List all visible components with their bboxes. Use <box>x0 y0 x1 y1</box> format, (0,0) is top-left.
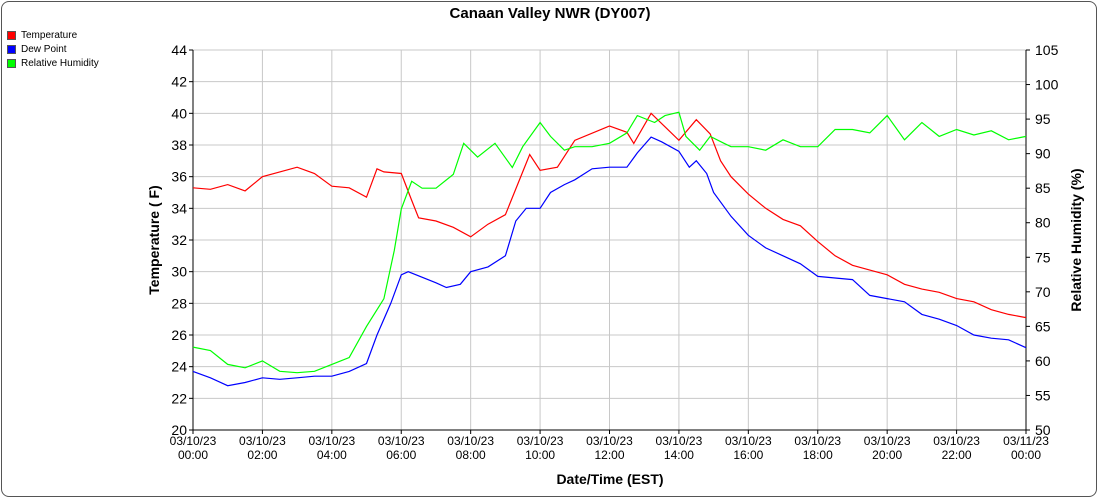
y-tick-label: 34 <box>171 200 187 216</box>
x-tick-date: 03/10/23 <box>170 434 217 448</box>
y-tick-label: 38 <box>171 137 187 153</box>
y2-tick-label: 60 <box>1035 353 1051 369</box>
y-tick-label: 26 <box>171 327 187 343</box>
y-tick-label: 32 <box>171 232 187 248</box>
x-tick-date: 03/10/23 <box>239 434 286 448</box>
chart-title: Canaan Valley NWR (DY007) <box>449 5 651 22</box>
x-tick-time: 18:00 <box>803 448 833 462</box>
legend-swatch <box>7 44 16 54</box>
x-tick-date: 03/10/23 <box>725 434 772 448</box>
x-tick-time: 06:00 <box>386 448 416 462</box>
x-axis-label: Date/Time (EST) <box>556 471 663 487</box>
x-tick-date: 03/10/23 <box>864 434 911 448</box>
x-tick-time: 00:00 <box>178 448 208 462</box>
x-tick-date: 03/10/23 <box>308 434 355 448</box>
y2-tick-label: 55 <box>1035 387 1051 403</box>
legend-item-dew-point[interactable]: Dew Point <box>7 42 99 56</box>
x-tick-date: 03/10/23 <box>586 434 633 448</box>
y2-tick-label: 95 <box>1035 111 1051 127</box>
x-tick-date: 03/11/23 <box>1003 434 1049 448</box>
y2-tick-label: 65 <box>1035 318 1051 334</box>
y2-tick-label: 70 <box>1035 284 1051 300</box>
y-tick-label: 40 <box>171 105 187 121</box>
y2-tick-label: 105 <box>1035 42 1059 58</box>
y2-tick-label: 100 <box>1035 77 1059 93</box>
y2-tick-label: 85 <box>1035 180 1051 196</box>
x-tick-time: 12:00 <box>594 448 624 462</box>
series-line-temperature <box>192 112 1027 319</box>
x-tick-time: 14:00 <box>664 448 694 462</box>
x-tick-time: 08:00 <box>456 448 486 462</box>
y2-tick-label: 90 <box>1035 146 1051 162</box>
y2-tick-label: 80 <box>1035 215 1051 231</box>
x-tick-date: 03/10/23 <box>517 434 564 448</box>
legend: Temperature Dew Point Relative Humidity <box>7 28 99 70</box>
y-tick-label: 20 <box>171 422 187 438</box>
legend-item-relative-humidity[interactable]: Relative Humidity <box>7 56 99 70</box>
y-tick-label: 22 <box>171 390 187 406</box>
x-tick-time: 04:00 <box>317 448 347 462</box>
x-tick-date: 03/10/23 <box>447 434 494 448</box>
y2-tick-label: 75 <box>1035 249 1051 265</box>
legend-swatch <box>7 30 16 40</box>
x-tick-time: 02:00 <box>247 448 277 462</box>
y-tick-label: 36 <box>171 169 187 185</box>
y-axis-label: Temperature ( F) <box>146 185 162 294</box>
x-tick-date: 03/10/23 <box>378 434 425 448</box>
x-tick-date: 03/10/23 <box>656 434 703 448</box>
legend-label: Dew Point <box>21 43 67 55</box>
y2-axis-label: Relative Humidity (%) <box>1068 168 1084 311</box>
x-tick-time: 20:00 <box>872 448 902 462</box>
x-tick-time: 16:00 <box>733 448 763 462</box>
legend-label: Temperature <box>21 29 78 41</box>
legend-label: Relative Humidity <box>21 57 99 69</box>
x-tick-time: 22:00 <box>942 448 972 462</box>
y-tick-label: 42 <box>171 74 187 90</box>
legend-swatch <box>7 58 16 68</box>
legend-item-temperature[interactable]: Temperature <box>7 28 99 42</box>
x-tick-date: 03/10/23 <box>933 434 980 448</box>
y-tick-label: 28 <box>171 295 187 311</box>
series-line-relative-humidity <box>192 111 1027 374</box>
y-tick-label: 24 <box>171 359 187 375</box>
y-tick-label: 44 <box>171 42 187 58</box>
y-tick-label: 30 <box>171 264 187 280</box>
x-tick-time: 00:00 <box>1011 448 1041 462</box>
x-tick-time: 10:00 <box>525 448 555 462</box>
x-tick-date: 03/10/23 <box>794 434 841 448</box>
series-line-dew-point <box>192 136 1027 387</box>
y2-tick-label: 50 <box>1035 422 1051 438</box>
